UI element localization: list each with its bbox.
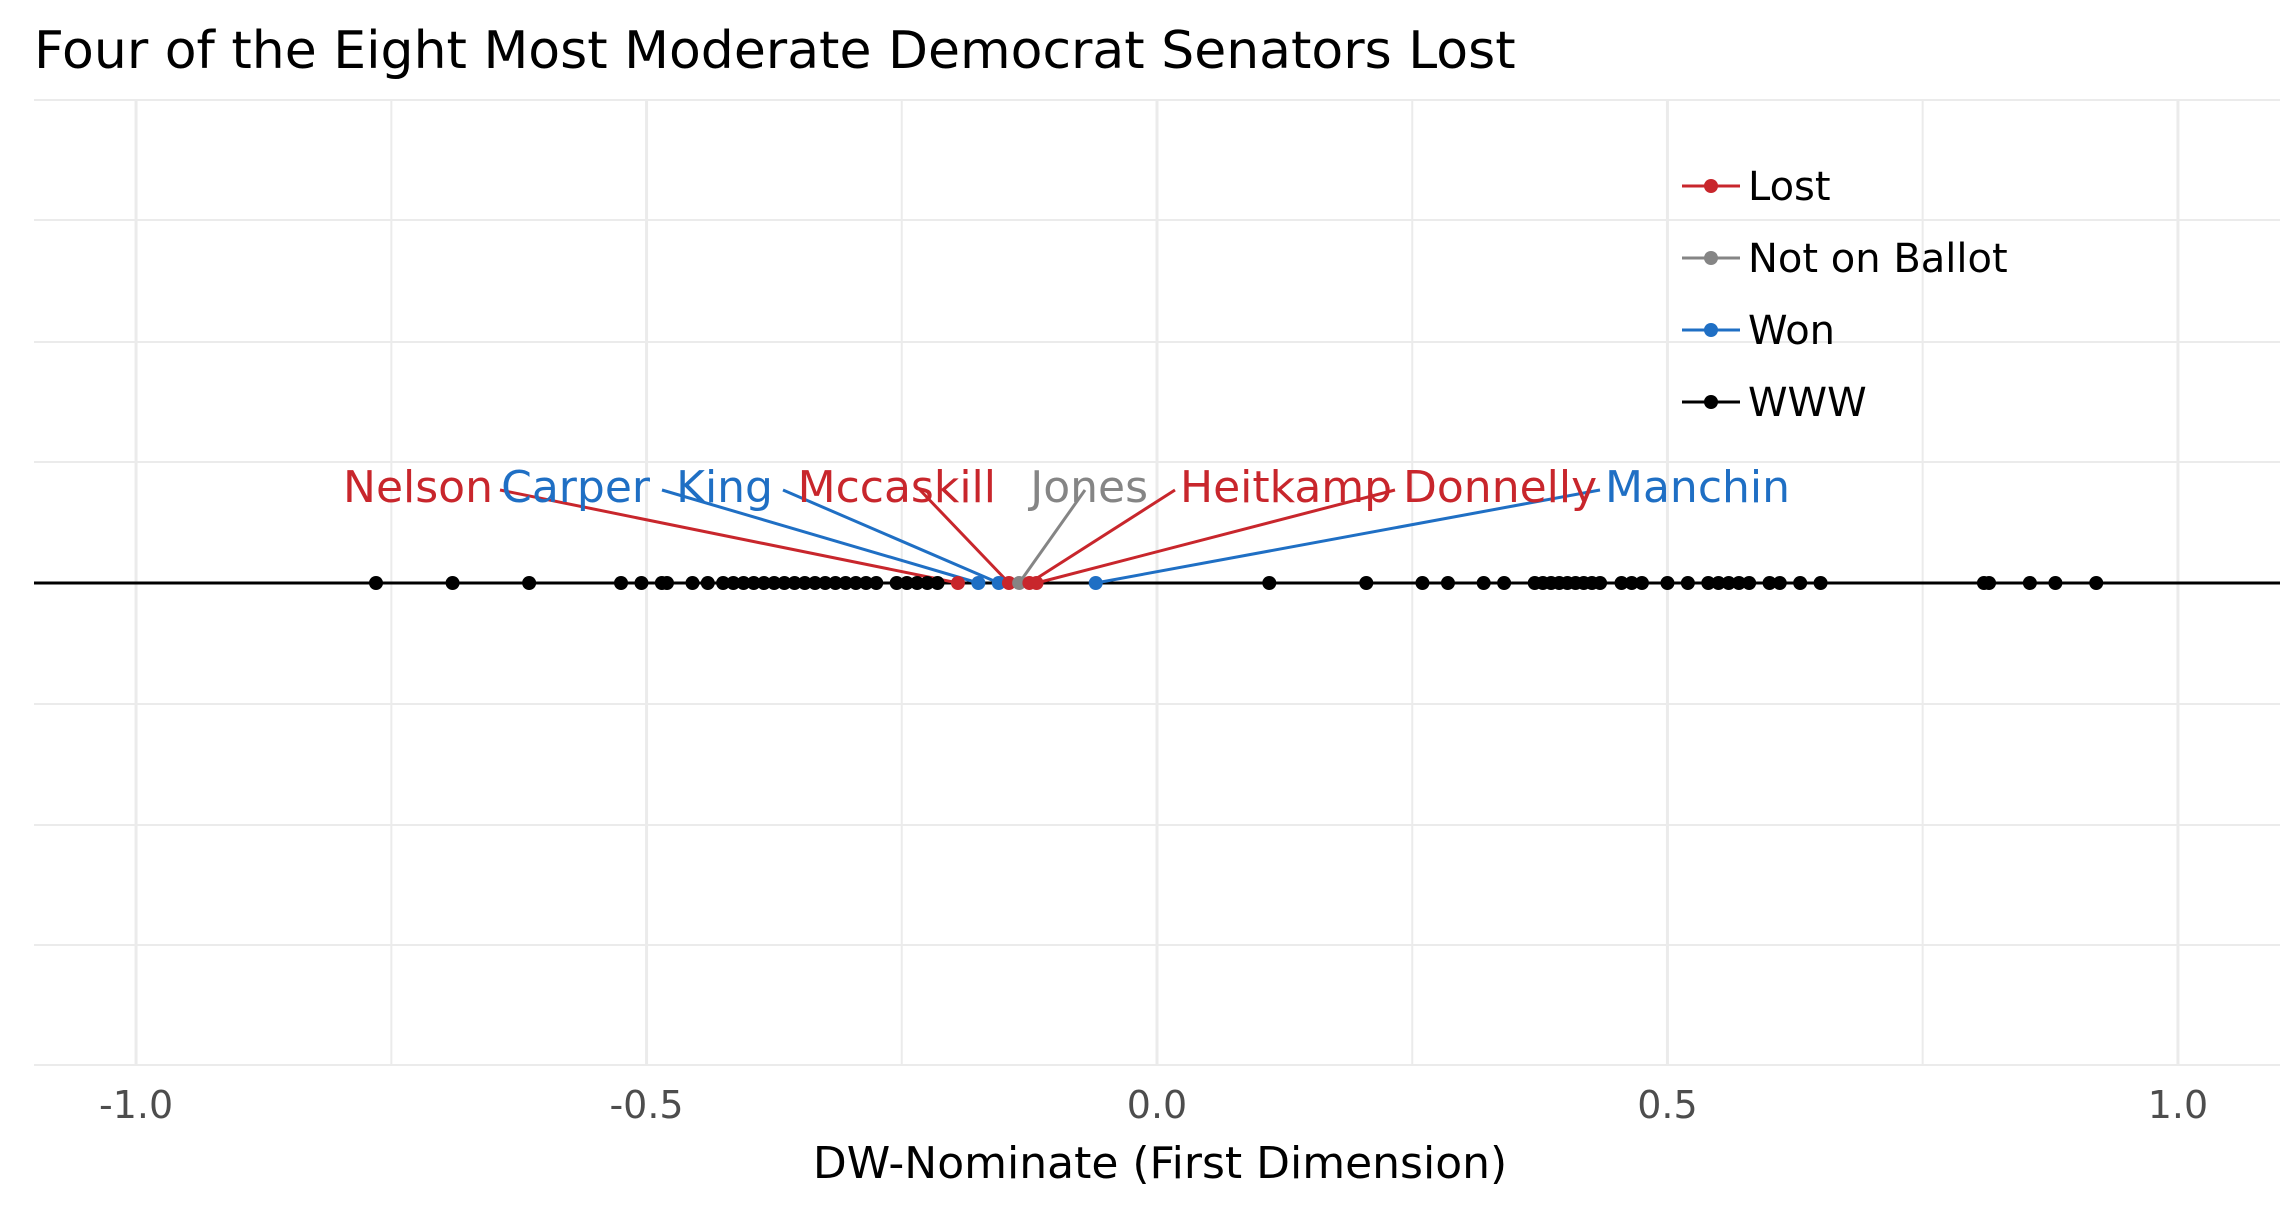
data-point [777,576,792,590]
data-point [807,576,822,590]
data-point [859,576,874,590]
data-point [659,576,674,590]
x-tick-label: -1.0 [99,1083,173,1127]
highlighted-point [1001,576,1016,590]
data-point [1262,576,1277,590]
label-connector [1095,488,1601,585]
data-point [1813,576,1828,590]
legend-label: Not on Ballot [1748,236,2008,282]
label-connector [499,488,959,585]
data-point [746,576,761,590]
point-label: Heitkamp [1180,462,1392,513]
label-connector [918,488,1011,585]
x-axis-label: DW-Nominate (First Dimension) [813,1138,1507,1189]
highlighted-point [971,576,986,590]
data-point [716,576,731,590]
legend-key-point [1704,395,1718,409]
data-point [1982,576,1997,590]
label-connectors [499,488,1601,585]
data-point [1742,576,1757,590]
highlighted-point [1012,576,1027,590]
data-point [787,576,802,590]
chart-title: Four of the Eight Most Moderate Democrat… [34,21,1516,81]
highlighted-point [991,576,1006,590]
data-point [910,576,925,590]
highlighted-point [1088,576,1103,590]
point-label: Carper [501,462,651,513]
data-point [2048,576,2063,590]
data-point [930,576,945,590]
highlighted-point [950,576,965,590]
data-point [1359,576,1374,590]
data-point [889,576,904,590]
data-points [369,576,2104,590]
data-point [614,576,629,590]
x-tick-label: -0.5 [609,1083,683,1127]
label-connector [782,488,1000,585]
data-point [1701,576,1716,590]
data-point [1415,576,1430,590]
point-label: Nelson [343,462,493,513]
point-label: Mccaskill [798,462,996,513]
data-point [848,576,863,590]
data-point [1476,576,1491,590]
data-point [767,576,782,590]
data-point [522,576,537,590]
x-tick-label: 1.0 [2148,1083,2208,1127]
data-point [1793,576,1808,590]
legend-key-point [1704,251,1718,265]
data-point [700,576,715,590]
data-point [920,576,935,590]
data-point [1593,576,1608,590]
data-point [1680,576,1695,590]
data-point [1711,576,1726,590]
data-point [1614,576,1629,590]
data-point [1660,576,1675,590]
x-axis: -1.0 -0.5 0.0 0.5 1.0 [34,581,2280,1127]
data-point [818,576,833,590]
data-point [726,576,741,590]
legend-label: WWW [1748,380,1867,426]
legend-label: Lost [1748,164,1831,210]
data-point [797,576,812,590]
point-labels: Nelson Carper King Mccaskill Jones Heitkamp Do… [343,462,1790,513]
data-point [634,576,649,590]
data-point [1497,576,1512,590]
data-point [899,576,914,590]
data-point [1731,576,1746,590]
data-point [1721,576,1736,590]
data-point [736,576,751,590]
label-connector [1036,488,1396,585]
data-point [1772,576,1787,590]
x-tick-label: 0.5 [1637,1083,1697,1127]
data-point [2022,576,2037,590]
x-tick-label: 0.0 [1127,1083,1187,1127]
data-point [869,576,884,590]
legend-key-point [1704,179,1718,193]
data-point [1440,576,1455,590]
data-point [2089,576,2104,590]
highlighted-point [1029,576,1044,590]
label-connector [1028,488,1176,585]
data-point [685,576,700,590]
data-point [445,576,460,590]
data-point [1634,576,1649,590]
point-label: King [676,462,773,513]
point-label: Donnelly [1403,462,1597,513]
data-point [838,576,853,590]
data-point [1624,576,1639,590]
data-point [1762,576,1777,590]
data-point [756,576,771,590]
point-label: Manchin [1605,462,1790,513]
label-connector [661,488,979,585]
legend-key-point [1704,323,1718,337]
data-point [828,576,843,590]
legend-label: Won [1748,308,1835,354]
legend: Lost Not on Ballot Won WWW [1682,164,2008,426]
label-connector [1017,489,1087,584]
data-point [369,576,384,590]
point-label: Jones [1027,462,1148,513]
